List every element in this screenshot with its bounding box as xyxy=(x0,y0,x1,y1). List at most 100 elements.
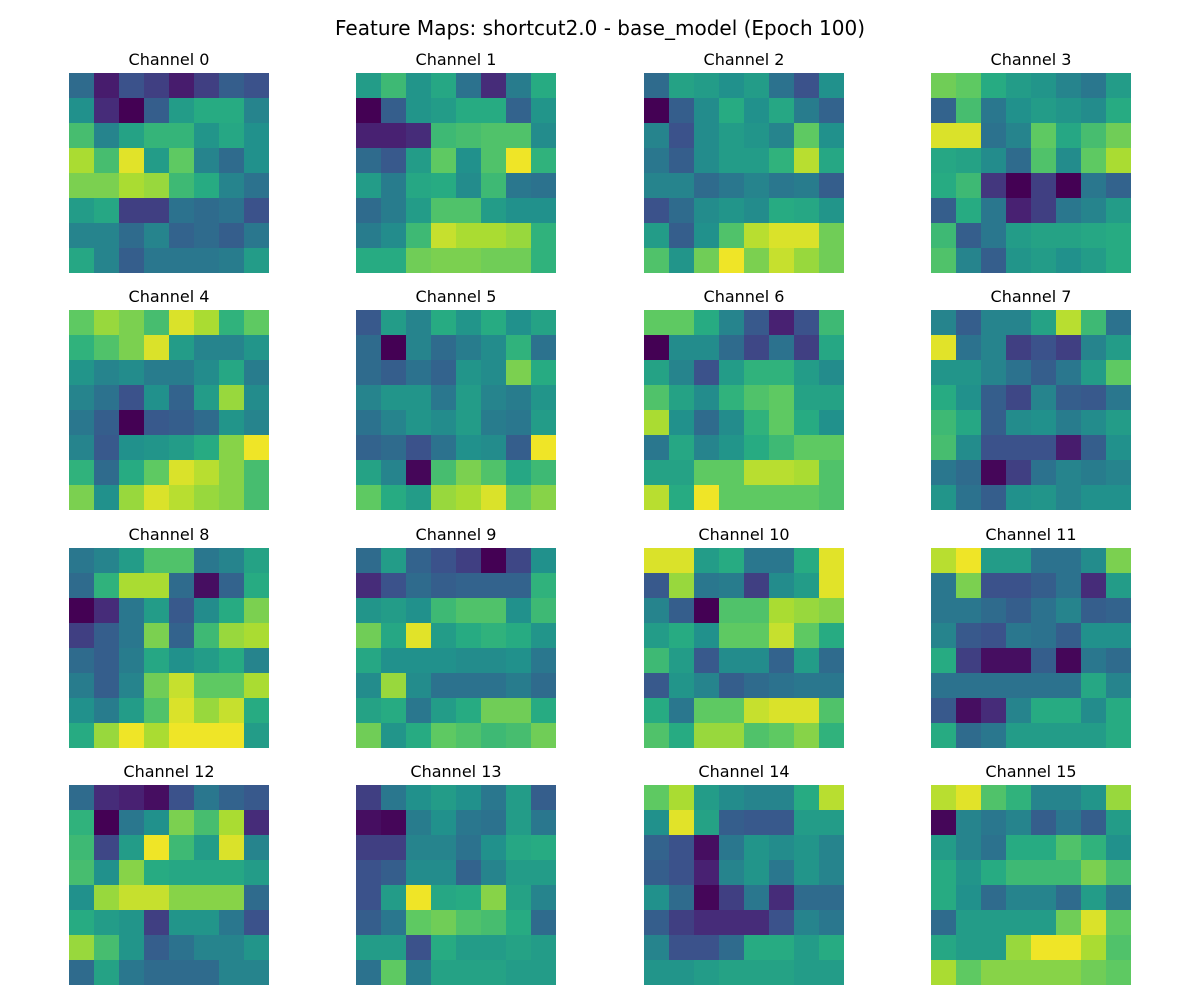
heatmap-cell xyxy=(1006,98,1032,124)
heatmap-cell xyxy=(981,648,1007,674)
heatmap-cell xyxy=(1056,173,1082,199)
heatmap-cell xyxy=(819,248,844,273)
heatmap-cell xyxy=(119,385,145,411)
heatmap-cell xyxy=(356,485,382,510)
heatmap-cell xyxy=(719,248,745,273)
heatmap-cell xyxy=(744,698,770,724)
heatmap-cell xyxy=(819,785,844,811)
channel-panel: Channel 12 xyxy=(69,762,269,985)
channel-heatmap xyxy=(644,73,844,273)
heatmap-cell xyxy=(644,223,670,249)
heatmap-cell xyxy=(769,148,795,174)
heatmap-cell xyxy=(381,173,407,199)
heatmap-cell xyxy=(1081,148,1107,174)
heatmap-cell xyxy=(956,248,982,273)
heatmap-cell xyxy=(356,148,382,174)
heatmap-cell xyxy=(644,310,670,336)
heatmap-cell xyxy=(381,310,407,336)
heatmap-cell xyxy=(481,198,507,224)
heatmap-cell xyxy=(531,623,556,649)
heatmap-cell xyxy=(819,173,844,199)
heatmap-cell xyxy=(1081,960,1107,985)
heatmap-cell xyxy=(1031,435,1057,461)
heatmap-cell xyxy=(1106,73,1131,99)
heatmap-cell xyxy=(456,435,482,461)
heatmap-cell xyxy=(769,485,795,510)
heatmap-cell xyxy=(456,623,482,649)
heatmap-cell xyxy=(481,910,507,936)
heatmap-cell xyxy=(456,835,482,861)
heatmap-cell xyxy=(644,673,670,699)
heatmap-cell xyxy=(669,173,695,199)
heatmap-cell xyxy=(144,810,170,836)
heatmap-cell xyxy=(794,860,820,886)
heatmap-cell xyxy=(506,910,532,936)
channel-heatmap xyxy=(644,310,844,510)
heatmap-cell xyxy=(194,123,220,149)
heatmap-cell xyxy=(69,573,95,599)
heatmap-cell xyxy=(219,960,245,985)
heatmap-cell xyxy=(769,885,795,911)
heatmap-cell xyxy=(1081,835,1107,861)
heatmap-cell xyxy=(931,810,957,836)
heatmap-cell xyxy=(1106,548,1131,574)
heatmap-cell xyxy=(744,860,770,886)
channel-panel: Channel 4 xyxy=(69,287,269,510)
heatmap-cell xyxy=(719,598,745,624)
heatmap-cell xyxy=(794,935,820,961)
heatmap-cell xyxy=(119,310,145,336)
heatmap-cell xyxy=(769,910,795,936)
heatmap-cell xyxy=(531,410,556,436)
heatmap-cell xyxy=(94,223,120,249)
heatmap-cell xyxy=(144,785,170,811)
heatmap-cell xyxy=(956,673,982,699)
heatmap-cell xyxy=(931,360,957,386)
heatmap-cell xyxy=(694,410,720,436)
channel-title: Channel 10 xyxy=(698,525,790,544)
heatmap-cell xyxy=(244,198,269,224)
heatmap-cell xyxy=(219,123,245,149)
heatmap-cell xyxy=(244,548,269,574)
heatmap-cell xyxy=(94,885,120,911)
heatmap-cell xyxy=(531,460,556,486)
heatmap-cell xyxy=(194,885,220,911)
heatmap-cell xyxy=(169,123,195,149)
channel-panel: Channel 10 xyxy=(644,525,844,748)
heatmap-cell xyxy=(1031,248,1057,273)
heatmap-cell xyxy=(506,173,532,199)
heatmap-cell xyxy=(1031,173,1057,199)
heatmap-cell xyxy=(1031,573,1057,599)
heatmap-cell xyxy=(144,723,170,748)
heatmap-cell xyxy=(794,460,820,486)
heatmap-cell xyxy=(506,123,532,149)
heatmap-cell xyxy=(506,548,532,574)
heatmap-cell xyxy=(669,223,695,249)
heatmap-cell xyxy=(694,860,720,886)
heatmap-cell xyxy=(381,548,407,574)
heatmap-cell xyxy=(1056,910,1082,936)
heatmap-cell xyxy=(769,548,795,574)
heatmap-cell xyxy=(481,860,507,886)
heatmap-cell xyxy=(1081,598,1107,624)
heatmap-cell xyxy=(169,248,195,273)
heatmap-cell xyxy=(481,148,507,174)
channel-panel: Channel 11 xyxy=(931,525,1131,748)
heatmap-cell xyxy=(144,198,170,224)
heatmap-cell xyxy=(694,385,720,411)
heatmap-cell xyxy=(406,173,432,199)
heatmap-cell xyxy=(694,598,720,624)
heatmap-cell xyxy=(1081,723,1107,748)
heatmap-cell xyxy=(744,598,770,624)
heatmap-cell xyxy=(819,648,844,674)
heatmap-cell xyxy=(144,385,170,411)
heatmap-cell xyxy=(1081,548,1107,574)
heatmap-cell xyxy=(531,785,556,811)
heatmap-cell xyxy=(744,810,770,836)
heatmap-cell xyxy=(94,810,120,836)
heatmap-cell xyxy=(356,435,382,461)
heatmap-cell xyxy=(1056,623,1082,649)
heatmap-cell xyxy=(719,310,745,336)
heatmap-cell xyxy=(219,673,245,699)
heatmap-cell xyxy=(69,548,95,574)
heatmap-cell xyxy=(694,148,720,174)
